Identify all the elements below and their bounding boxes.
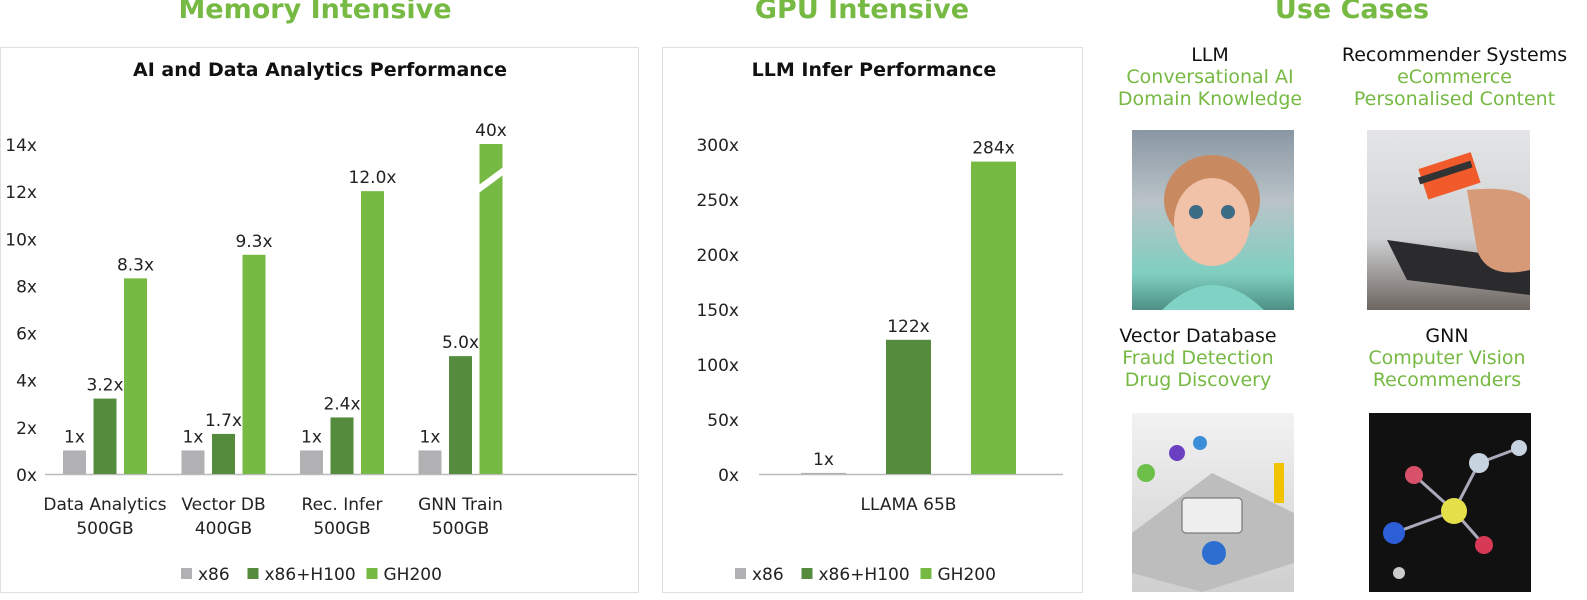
x-category-label: LLAMA 65B [861,495,957,515]
header-gpu-intensive: GPU Intensive [754,0,970,25]
data-label: 3.2x [86,376,123,396]
data-label: 1x [301,427,322,447]
x-category-label: 500GB [76,519,133,539]
legend-swatch [735,568,746,579]
use-case-title: LLM [1191,44,1229,66]
bar-x86 [63,450,86,474]
legend-swatch [920,568,932,579]
legend-swatch [801,568,813,579]
bar-x86 [300,450,323,474]
x-category-label: GNN Train [418,495,503,515]
use-case-recommender: Recommender Systems eCommerce Personalis… [1322,44,1587,110]
use-case-line: Fraud Detection [1122,347,1274,369]
header-use-cases: Use Cases [1274,0,1430,25]
y-tick-label: 50x [707,411,739,431]
bar-gh200 [242,254,266,474]
header-memory-intensive: Memory Intensive [178,0,452,25]
use-case-gnn: GNN Computer Vision Recommenders [1322,325,1572,391]
bar-x86 [801,472,846,474]
bar-gh200 [971,161,1016,474]
use-case-line: Conversational AI [1126,66,1294,88]
data-label: 1x [813,450,834,470]
legend-swatch [366,568,378,579]
legend-swatch [247,568,259,579]
bar-x86 [418,450,442,474]
data-label: 122x [887,317,930,337]
legend-label: x86+H100 [265,565,356,585]
legend-swatch [181,568,192,579]
bar-x86-h100 [330,417,354,474]
x-category-label: 500GB [432,519,489,539]
bar-x86-h100 [886,339,931,474]
data-label: 9.3x [235,232,272,252]
avatar-image [1132,130,1294,310]
chart-title: LLM Infer Performance [752,59,997,81]
use-case-title: GNN [1425,325,1469,347]
use-case-line: eCommerce [1397,66,1512,88]
y-tick-label: 4x [16,372,37,392]
use-case-llm: LLM Conversational AI Domain Knowledge [1085,44,1335,110]
x-category-label: Rec. Infer [302,495,383,515]
use-case-title: Recommender Systems [1341,44,1568,66]
bar-x86 [181,450,205,474]
product-platform-image [1132,413,1294,592]
use-case-line: Drug Discovery [1124,369,1272,391]
use-case-line: Computer Vision [1368,347,1526,369]
chart-panel-llm-infer: LLM Infer Performance 0x 50x 100x 150x 200x 25… [662,47,1083,593]
y-tick-label: 14x [5,136,37,156]
x-category-label: 400GB [195,519,252,539]
axis-break-mark [477,166,505,194]
legend-label: x86 [752,565,784,585]
data-label: 40x [475,121,507,141]
use-case-line: Recommenders [1372,369,1522,391]
x-category-label: Vector DB [181,495,265,515]
bar-gh200 [361,191,384,474]
y-tick-label: 12x [5,183,37,203]
legend-label: x86+H100 [819,565,910,585]
data-label: 5.0x [442,333,479,353]
data-label: 1.7x [205,411,242,431]
y-tick-label: 300x [696,136,739,156]
data-label: 8.3x [117,255,154,275]
legend-label: GH200 [938,565,996,585]
data-label: 1x [420,427,441,447]
y-tick-label: 250x [696,191,739,211]
legend-label: x86 [198,565,230,585]
y-tick-label: 10x [5,230,37,250]
chart-title: AI and Data Analytics Performance [133,59,507,81]
use-case-title: Vector Database [1119,325,1277,347]
chart-panel-ai-analytics: AI and Data Analytics Performance 0x 2x 4x 6… [0,47,639,593]
y-tick-label: 0x [718,466,739,486]
y-tick-label: 0x [16,466,37,486]
data-label: 1x [64,427,85,447]
y-tick-label: 6x [16,325,37,345]
x-category-label: Data Analytics [43,495,166,515]
credit-card-laptop-image [1367,130,1530,310]
y-tick-label: 150x [696,301,739,321]
data-label: 2.4x [323,394,360,414]
bar-x86-h100 [93,398,117,474]
use-case-line: Personalised Content [1353,88,1556,110]
chart-llm-infer: LLM Infer Performance 0x 50x 100x 150x 200x 25… [696,59,1063,585]
bar-gh200 [479,144,503,474]
bar-x86-h100 [449,356,472,474]
bar-gh200 [124,278,147,474]
x-category-label: 500GB [313,519,370,539]
bar-x86-h100 [212,433,235,474]
y-tick-label: 8x [16,277,37,297]
y-tick-label: 100x [696,356,739,376]
data-label: 284x [972,139,1015,159]
use-case-vector-db: Vector Database Fraud Detection Drug Dis… [1073,325,1323,391]
chart-ai-analytics: AI and Data Analytics Performance 0x 2x 4x 6… [5,59,637,585]
molecule-image [1369,413,1531,592]
y-tick-label: 2x [16,419,37,439]
data-label: 12.0x [349,168,397,188]
y-tick-label: 200x [696,246,739,266]
use-case-line: Domain Knowledge [1117,88,1303,110]
data-label: 1x [183,427,204,447]
legend-label: GH200 [384,565,442,585]
